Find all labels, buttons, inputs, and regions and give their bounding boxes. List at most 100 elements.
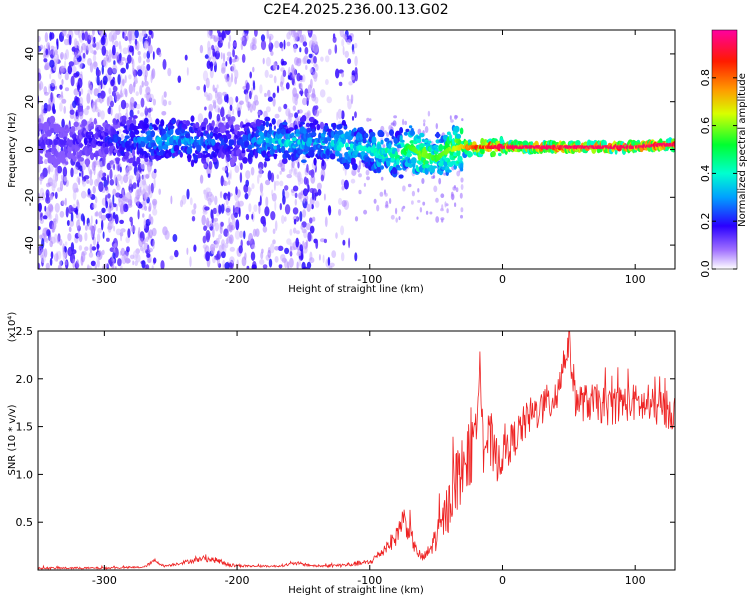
spectrogram-noise-cell — [289, 112, 292, 123]
spectrogram-noise-cell — [77, 231, 80, 238]
spectrogram-noise-cell — [334, 44, 338, 54]
spectrogram-noise-cell — [41, 238, 45, 249]
spectrogram-noise-cell — [269, 35, 272, 47]
spectrogram-noise-cell — [265, 106, 271, 113]
spectrogram-noise-cell — [153, 257, 157, 264]
spectrogram-ridge-cell — [209, 126, 214, 131]
spectrogram-noise-cell — [293, 218, 297, 225]
spectrogram-noise-cell — [235, 219, 240, 231]
spectrogram-ridge-cell — [369, 131, 376, 138]
spectrogram-noise-cell — [272, 239, 276, 245]
spectrogram-noise-cell — [72, 182, 78, 193]
spectrogram-noise-cell — [44, 205, 47, 212]
spectrogram-noise-cell — [306, 163, 309, 173]
spectrogram-noise-cell — [52, 105, 55, 113]
spectrogram-ridge-cell — [424, 160, 429, 164]
spectrogram-ridge-cell — [134, 131, 139, 135]
spectrogram-noise-cell — [88, 170, 93, 175]
spectrogram-ridge-cell — [205, 153, 211, 157]
spectrogram-noise-cell — [275, 180, 280, 186]
spectrogram-noise-cell — [231, 58, 237, 63]
spectrogram-ridge-cell — [190, 116, 195, 121]
spectrogram-ridge-cell — [434, 133, 441, 138]
spectrogram-noise-cell — [46, 206, 51, 217]
spectrogram-noise-cell — [54, 213, 59, 225]
spectrogram-noise-cell — [214, 217, 218, 222]
spectrogram-noise-cell — [313, 43, 319, 53]
spectrogram-noise-cell — [204, 106, 207, 111]
spectrogram-noise-cell — [129, 96, 135, 107]
spectrogram-noise-cell — [299, 244, 304, 252]
spectrogram-noise-cell — [284, 258, 288, 269]
spectrogram-noise-cell — [212, 256, 216, 264]
spectrogram-noise-cell — [274, 256, 279, 263]
spectrogram-noise-cell — [50, 251, 54, 259]
spectrogram-noise-cell — [385, 200, 389, 207]
spectrogram-noise-cell — [123, 174, 129, 184]
spectrogram-noise-cell — [232, 205, 235, 216]
spectrogram-noise-cell — [283, 216, 287, 222]
spectrogram-noise-cell — [435, 123, 438, 130]
spectrogram-ridge-cell — [230, 162, 234, 166]
spectrogram-noise-cell — [207, 173, 211, 178]
spectrogram-noise-cell — [335, 68, 340, 79]
spectrogram-noise-cell — [139, 85, 143, 96]
spectrogram-noise-cell — [63, 38, 70, 46]
spectrogram-ridge-cell — [65, 128, 72, 132]
spectrogram-noise-cell — [309, 225, 315, 234]
spectrogram-noise-cell — [354, 42, 358, 49]
spectrogram-ylabel: Frequency (Hz) — [7, 112, 18, 188]
spectrogram-noise-cell — [147, 107, 152, 113]
spectrogram-noise-cell — [294, 56, 299, 66]
colorbar-tick-label: 0.4 — [699, 165, 712, 183]
spectrogram-noise-cell — [105, 213, 111, 219]
spectrogram-noise-cell — [407, 183, 412, 188]
spectrogram-ridge-cell — [397, 167, 402, 171]
spectrogram-noise-cell — [118, 61, 124, 66]
spectrogram-noise-cell — [220, 175, 224, 187]
spectrogram-noise-cell — [235, 186, 238, 196]
spectrogram-noise-cell — [103, 263, 110, 268]
spectrogram-noise-cell — [184, 54, 188, 61]
spectrogram-noise-cell — [43, 102, 48, 112]
spectrogram-noise-cell — [61, 199, 66, 206]
spectrogram-noise-cell — [262, 226, 268, 233]
spectrogram-noise-cell — [417, 199, 421, 203]
spectrogram-noise-cell — [128, 83, 134, 95]
snr-ytick-label: 1.0 — [16, 468, 34, 481]
spectrogram-noise-cell — [296, 72, 301, 82]
spectrogram-noise-cell — [76, 259, 80, 269]
spectrogram-noise-cell — [64, 246, 67, 253]
spectrogram-noise-cell — [227, 232, 230, 239]
spectrogram-noise-cell — [305, 65, 308, 70]
spectrogram-noise-cell — [309, 217, 313, 224]
spectrogram-noise-cell — [71, 65, 77, 73]
spectrogram-noise-cell — [219, 191, 223, 199]
spectrogram-ridge-cell — [202, 150, 209, 154]
spectrogram-noise-cell — [251, 213, 254, 220]
spectrogram-noise-cell — [455, 187, 459, 193]
spectrogram-noise-cell — [211, 213, 214, 224]
spectrogram-noise-cell — [39, 118, 42, 125]
spectrogram-noise-cell — [97, 112, 100, 117]
spectrogram-noise-cell — [336, 111, 339, 121]
spectrogram-ytick-label: 0 — [23, 146, 36, 153]
spectrogram-noise-cell — [189, 256, 192, 267]
spectrogram-noise-cell — [234, 212, 238, 218]
spectrogram-noise-cell — [100, 79, 103, 90]
spectrogram-noise-cell — [152, 200, 157, 210]
spectrogram-noise-cell — [216, 84, 219, 89]
spectrogram-noise-cell — [220, 52, 223, 60]
spectrogram-noise-cell — [121, 57, 126, 61]
spectrogram-noise-cell — [304, 46, 309, 55]
spectrogram-noise-cell — [141, 30, 147, 37]
spectrogram-ridge-cell — [245, 122, 251, 127]
spectrogram-noise-cell — [70, 167, 74, 178]
spectrogram-noise-cell — [90, 260, 96, 267]
spectrogram-noise-cell — [241, 53, 246, 63]
spectrogram-noise-cell — [238, 200, 244, 207]
spectrogram-noise-cell — [80, 45, 83, 54]
spectrogram-noise-cell — [56, 165, 63, 174]
spectrogram-noise-cell — [109, 168, 113, 180]
spectrogram-noise-cell — [247, 101, 250, 112]
